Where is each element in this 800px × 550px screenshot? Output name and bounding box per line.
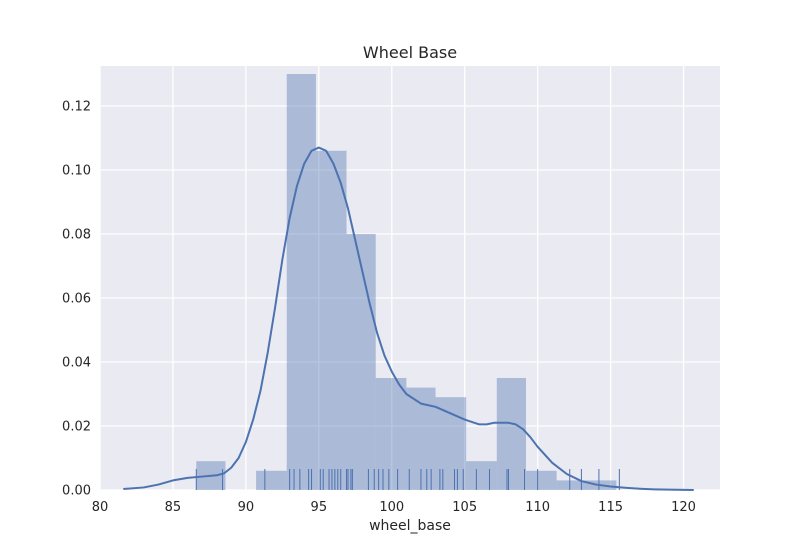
histogram-bar xyxy=(375,378,407,490)
histogram-bar xyxy=(496,378,526,490)
x-tick-label: 105 xyxy=(452,500,477,515)
x-tick-label: 120 xyxy=(671,500,696,515)
histogram-bars xyxy=(196,74,617,491)
y-tick-label: 0.00 xyxy=(62,484,91,499)
x-tick-label: 85 xyxy=(165,500,182,515)
y-tick-labels: 0.00 0.02 0.04 0.06 0.08 0.10 0.12 xyxy=(62,100,91,499)
y-tick-label: 0.08 xyxy=(62,228,91,243)
rug-marks xyxy=(195,469,620,490)
x-tick-label: 100 xyxy=(379,500,404,515)
y-tick-label: 0.06 xyxy=(62,292,91,307)
histogram-bar xyxy=(346,234,376,490)
x-tick-label: 95 xyxy=(311,500,328,515)
histogram-bar xyxy=(466,461,497,490)
y-tick-label: 0.12 xyxy=(62,100,91,115)
plot-area-background xyxy=(100,66,720,490)
histogram-bar xyxy=(525,470,557,490)
y-tick-label: 0.02 xyxy=(62,420,91,435)
y-tick-label: 0.10 xyxy=(62,164,91,179)
chart-title: Wheel Base xyxy=(363,43,457,62)
kde-curve-group xyxy=(123,146,694,491)
kde-line xyxy=(123,146,694,491)
x-tick-labels: 80 85 90 95 100 105 110 115 120 xyxy=(92,500,696,515)
histogram-bar xyxy=(556,480,586,490)
x-tick-label: 115 xyxy=(598,500,623,515)
histogram-bar xyxy=(286,74,316,490)
histogram-bar xyxy=(256,470,287,490)
x-tick-label: 110 xyxy=(525,500,550,515)
histogram-bar xyxy=(315,150,347,491)
y-tick-label: 0.04 xyxy=(62,356,91,371)
x-tick-label: 80 xyxy=(92,500,109,515)
x-axis-label: wheel_base xyxy=(369,518,451,534)
x-tick-label: 90 xyxy=(238,500,255,515)
grid-lines xyxy=(99,66,720,491)
